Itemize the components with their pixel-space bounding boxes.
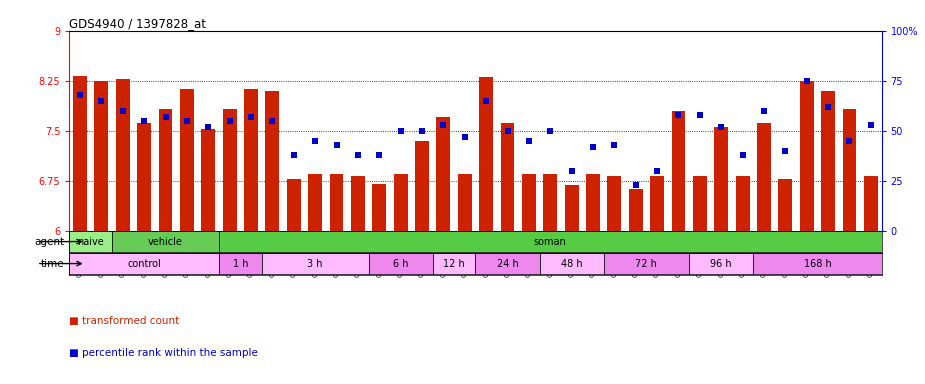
Bar: [543, 174, 557, 230]
Text: soman: soman: [534, 237, 567, 247]
Text: agent: agent: [34, 237, 65, 247]
Bar: [265, 91, 279, 230]
Text: 6 h: 6 h: [393, 258, 409, 268]
Bar: [564, 185, 578, 230]
Bar: [843, 109, 857, 230]
Bar: [757, 122, 771, 230]
Bar: [69, 253, 219, 274]
Bar: [672, 111, 685, 230]
Text: 72 h: 72 h: [635, 258, 658, 268]
Text: 24 h: 24 h: [497, 258, 518, 268]
Text: 1 h: 1 h: [232, 258, 248, 268]
Bar: [394, 174, 408, 230]
Bar: [158, 109, 172, 230]
Bar: [262, 253, 368, 274]
Bar: [608, 176, 622, 230]
Bar: [180, 89, 194, 230]
Bar: [219, 253, 262, 274]
Bar: [244, 89, 258, 230]
Bar: [479, 77, 493, 230]
Bar: [308, 174, 322, 230]
Text: ■ percentile rank within the sample: ■ percentile rank within the sample: [69, 348, 258, 358]
Bar: [693, 176, 707, 230]
Bar: [539, 253, 604, 274]
Text: time: time: [41, 258, 65, 268]
Bar: [219, 231, 882, 252]
Bar: [475, 253, 539, 274]
Text: vehicle: vehicle: [148, 237, 183, 247]
Text: 48 h: 48 h: [561, 258, 583, 268]
Bar: [223, 109, 237, 230]
Bar: [522, 174, 536, 230]
Bar: [137, 122, 151, 230]
Text: 12 h: 12 h: [443, 258, 465, 268]
Text: GDS4940 / 1397828_at: GDS4940 / 1397828_at: [69, 17, 206, 30]
Text: 96 h: 96 h: [710, 258, 732, 268]
Text: ■ transformed count: ■ transformed count: [69, 316, 179, 326]
Bar: [650, 176, 664, 230]
Bar: [864, 176, 878, 230]
Text: 168 h: 168 h: [804, 258, 832, 268]
Bar: [112, 231, 219, 252]
Bar: [689, 253, 753, 274]
Bar: [629, 189, 643, 230]
Bar: [329, 174, 343, 230]
Bar: [586, 174, 600, 230]
Bar: [351, 176, 364, 230]
Bar: [821, 91, 835, 230]
Bar: [73, 76, 87, 230]
Text: naive: naive: [78, 237, 105, 247]
Bar: [116, 79, 130, 230]
Bar: [415, 141, 429, 230]
Bar: [800, 81, 814, 230]
Bar: [433, 253, 475, 274]
Bar: [94, 81, 108, 230]
Bar: [779, 179, 793, 230]
Bar: [458, 174, 472, 230]
Bar: [373, 184, 387, 230]
Bar: [500, 122, 514, 230]
Bar: [753, 253, 882, 274]
Text: control: control: [128, 258, 161, 268]
Bar: [69, 231, 112, 252]
Text: 3 h: 3 h: [307, 258, 323, 268]
Bar: [714, 127, 728, 230]
Bar: [368, 253, 433, 274]
Bar: [735, 176, 749, 230]
Bar: [287, 179, 301, 230]
Bar: [604, 253, 689, 274]
Bar: [437, 118, 450, 230]
Bar: [202, 129, 216, 230]
